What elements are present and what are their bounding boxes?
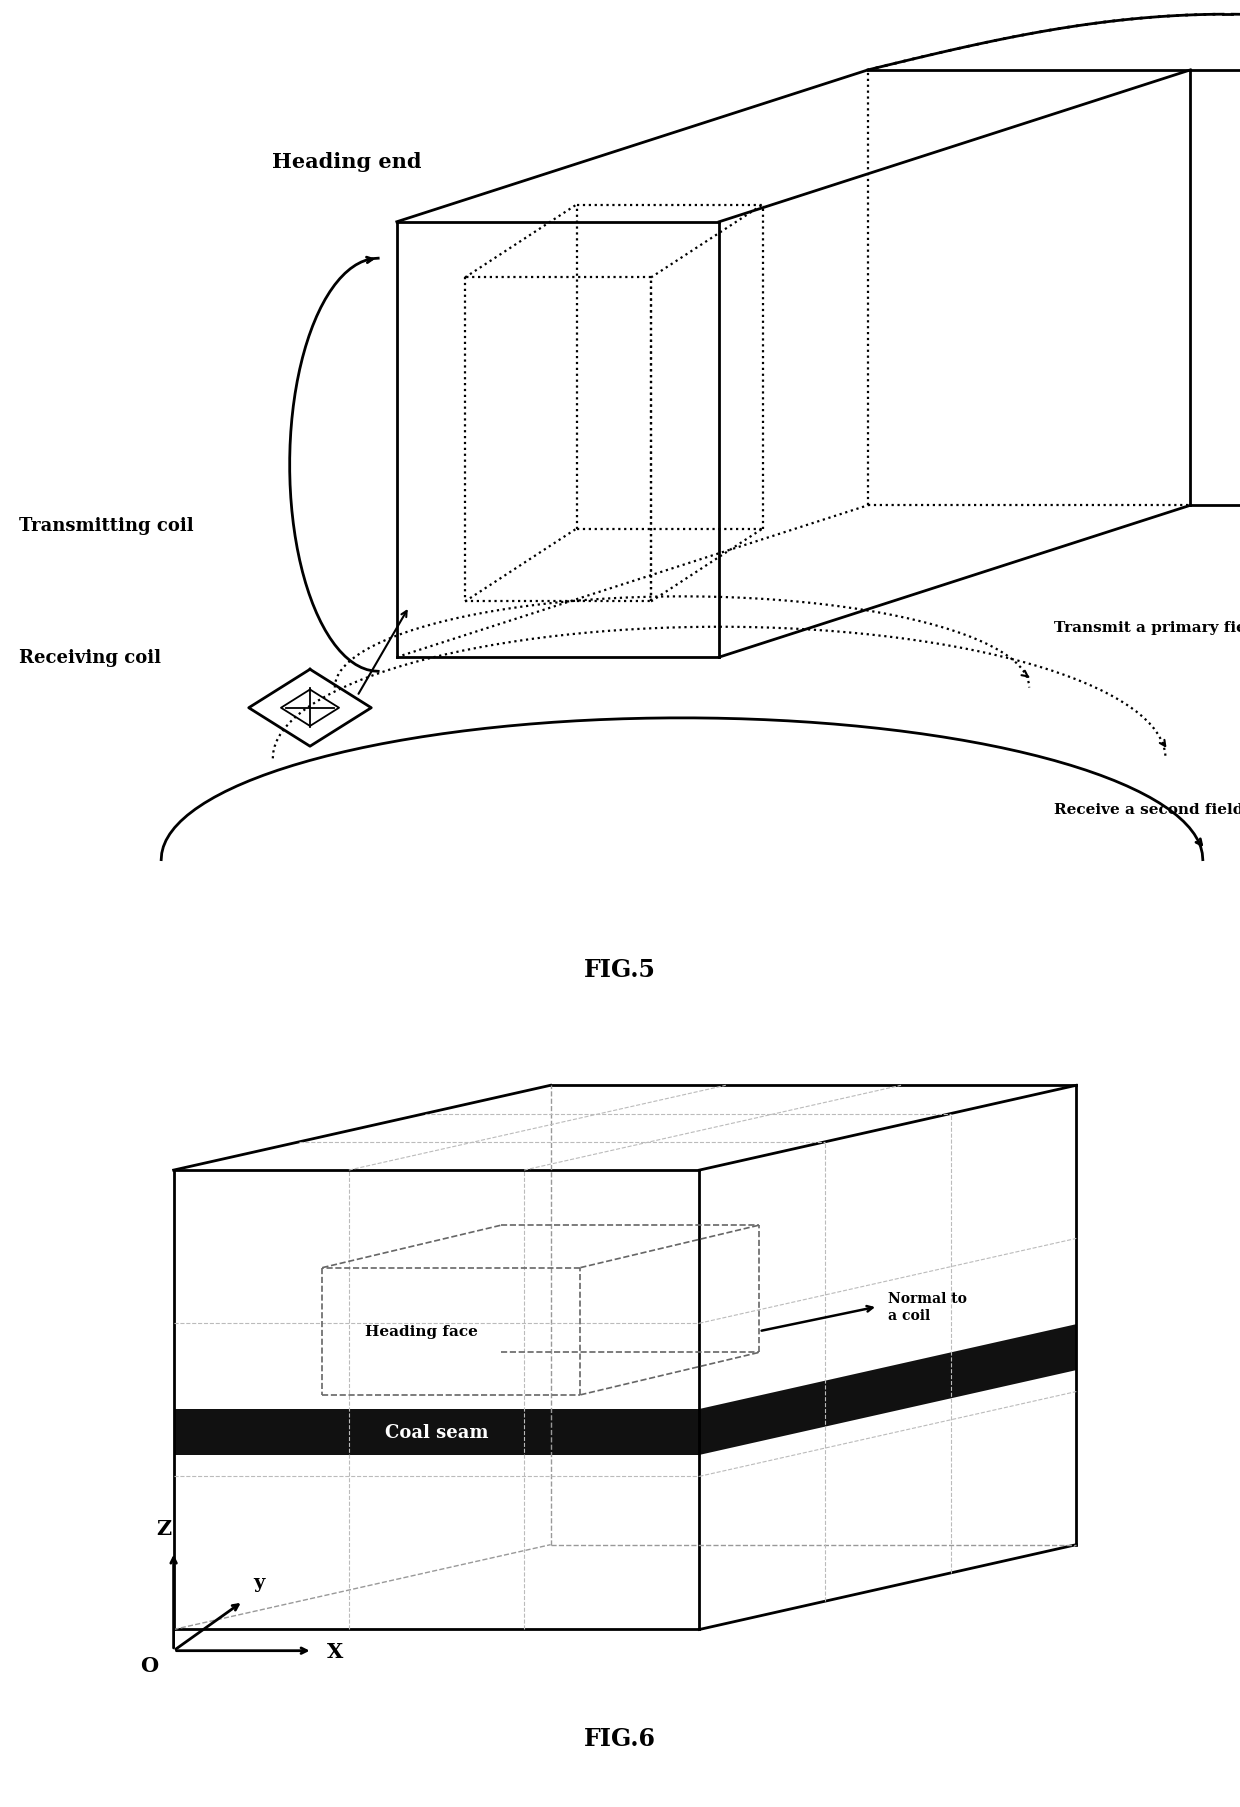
Text: Coal seam: Coal seam	[384, 1424, 489, 1442]
Text: Receive a second field: Receive a second field	[1054, 802, 1240, 817]
Text: Z: Z	[156, 1518, 171, 1538]
Text: O: O	[140, 1655, 157, 1675]
Text: X: X	[327, 1641, 343, 1661]
Text: Transmit a primary field: Transmit a primary field	[1054, 620, 1240, 634]
Text: Receiving coil: Receiving coil	[19, 649, 161, 667]
Text: FIG.5: FIG.5	[584, 958, 656, 981]
Text: FIG.6: FIG.6	[584, 1726, 656, 1749]
Polygon shape	[699, 1325, 1076, 1455]
Text: y: y	[253, 1572, 264, 1590]
Text: Normal to
a coil: Normal to a coil	[888, 1292, 967, 1323]
Polygon shape	[174, 1409, 699, 1455]
Text: Heading face: Heading face	[365, 1325, 479, 1339]
Text: Transmitting coil: Transmitting coil	[19, 517, 193, 535]
Text: Heading end: Heading end	[273, 152, 422, 172]
